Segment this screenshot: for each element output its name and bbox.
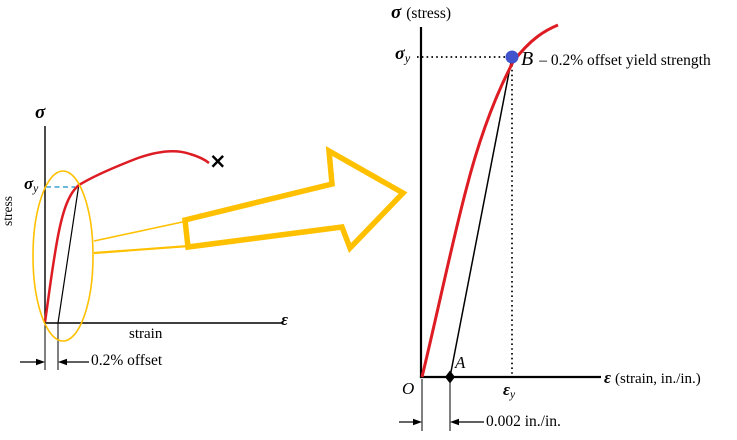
magnifier-callout (32, 146, 408, 342)
point-b-marker (505, 50, 519, 64)
right-yield-stress-label: σy (395, 44, 410, 65)
left-dimension-arrow-left-icon (58, 358, 67, 366)
magnifier-upper-ray (93, 220, 188, 242)
left-yield-stress-subscript: y (33, 182, 39, 196)
right-offset-construction-line (449, 56, 513, 378)
left-stress-strain-curve (43, 149, 210, 323)
right-x-axis-label: ε (strain, in./in.) (604, 369, 701, 387)
left-dimension-arrow-right-icon (36, 358, 45, 366)
right-yield-stress-symbol: σ (395, 43, 405, 63)
left-offset-annotation: 0.2% offset (91, 352, 163, 369)
point-a-label: A (455, 353, 466, 372)
point-b-label: B (521, 48, 534, 70)
right-y-axis-name: (stress) (406, 5, 452, 22)
left-yield-stress-label: σy (24, 175, 38, 195)
left-y-axis-name: stress (0, 196, 15, 226)
right-x-axis-name: (strain, in./in.) (614, 371, 701, 387)
right-yield-strain-symbol: ε (503, 380, 510, 399)
point-b-description: – 0.2% offset yield strength (539, 52, 711, 69)
right-yield-strain-label: εy (503, 381, 515, 401)
right-x-axis-symbol: ε (604, 368, 611, 387)
left-yield-stress-symbol: σ (24, 174, 34, 193)
left-offset-construction-line (57, 186, 80, 324)
right-y-axis-symbol: σ (391, 2, 402, 23)
left-x-axis-symbol: ε (281, 310, 288, 329)
left-y-axis-symbol: σ (35, 102, 46, 123)
right-yield-strain-subscript: y (509, 388, 516, 402)
right-y-axis-label: σ (stress) (391, 3, 451, 22)
right-stress-strain-curve (420, 23, 559, 378)
left-x-axis-name: strain (129, 326, 163, 342)
magnifier-lower-ray (93, 244, 190, 255)
right-dimension-arrow-right-icon (413, 418, 422, 426)
point-a-marker (445, 370, 455, 384)
magnifier-ellipse (32, 170, 94, 342)
point-b-annotation: B – 0.2% offset yield strength (521, 49, 711, 69)
right-dimension-arrow-left-icon (450, 418, 459, 426)
right-offset-dimension-label: 0.002 in./in. (486, 413, 561, 430)
left-chart (20, 126, 282, 370)
origin-label: O (402, 379, 415, 398)
zoom-arrow-icon (182, 146, 408, 254)
right-yield-stress-subscript: y (404, 51, 411, 66)
fracture-x-icon: × (209, 149, 227, 173)
right-chart (399, 23, 601, 431)
